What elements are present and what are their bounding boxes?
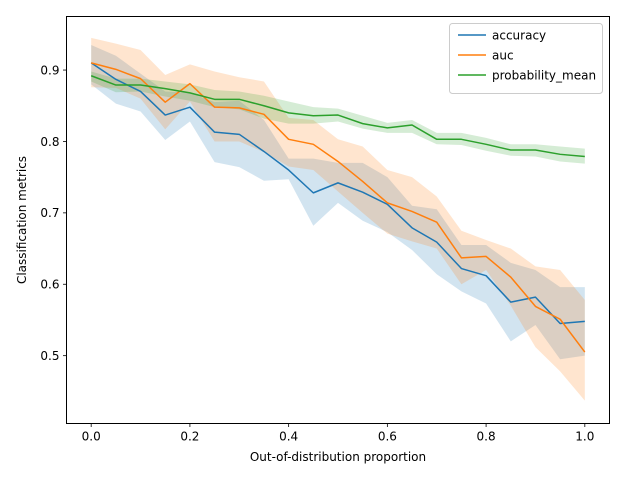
legend-label-auc: auc bbox=[492, 49, 514, 63]
legend: accuracy auc probability_mean bbox=[449, 23, 603, 94]
band-probability-mean bbox=[91, 71, 585, 164]
plot-frame bbox=[66, 16, 610, 424]
confidence-bands bbox=[91, 37, 585, 401]
band-accuracy bbox=[91, 45, 585, 360]
legend-box bbox=[449, 23, 603, 94]
line-auc bbox=[90, 62, 586, 353]
y-tick-label: 0.5 bbox=[40, 349, 59, 363]
legend-label-probability-mean: probability_mean bbox=[492, 69, 596, 83]
y-tick-label: 0.8 bbox=[40, 135, 59, 149]
y-tick-label: 0.9 bbox=[40, 63, 59, 77]
x-tick-label: 1.0 bbox=[575, 430, 594, 444]
x-tick-label: 0.0 bbox=[82, 430, 101, 444]
y-tick-label: 0.7 bbox=[40, 206, 59, 220]
x-tick-label: 0.8 bbox=[477, 430, 496, 444]
legend-label-accuracy: accuracy bbox=[492, 29, 546, 43]
band-auc bbox=[91, 37, 585, 401]
y-tick-label: 0.6 bbox=[40, 278, 59, 292]
x-tick-label: 0.2 bbox=[180, 430, 199, 444]
x-axis: 0.0 0.2 0.4 0.6 0.8 1.0 bbox=[82, 423, 594, 444]
x-axis-label: Out-of-distribution proportion bbox=[250, 450, 426, 464]
line-accuracy bbox=[90, 62, 585, 325]
y-axis-label: Classification metrics bbox=[15, 156, 29, 284]
line-probability-mean bbox=[90, 75, 585, 158]
y-axis: 0.5 0.6 0.7 0.8 0.9 bbox=[40, 63, 67, 363]
series-lines bbox=[90, 62, 586, 353]
x-tick-label: 0.4 bbox=[279, 430, 298, 444]
x-tick-label: 0.6 bbox=[378, 430, 397, 444]
